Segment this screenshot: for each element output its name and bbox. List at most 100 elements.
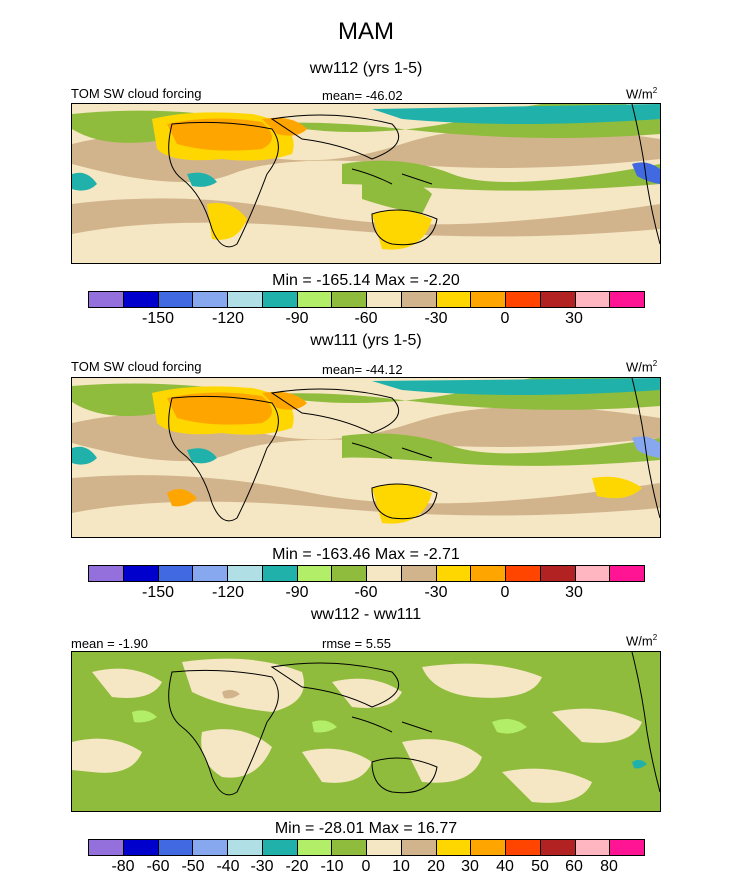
colorbar-segment (89, 566, 124, 581)
colorbar-segment (540, 840, 576, 855)
colorbar-segment (610, 292, 644, 307)
colorbar-tick-label: -30 (424, 584, 448, 601)
colorbar-tick-label: -30 (424, 310, 448, 327)
colorbar-segment (297, 566, 333, 581)
colorbar-tick-label: -60 (146, 858, 170, 875)
colorbar-tick-label: 30 (565, 584, 583, 601)
colorbar-segment (123, 292, 159, 307)
colorbar-segment (367, 292, 402, 307)
panel2-colorbar (88, 565, 645, 582)
colorbar-tick-label: 0 (500, 310, 510, 327)
colorbar-tick-label: 10 (392, 858, 410, 875)
panel1-left-label: TOM SW cloud forcing (71, 86, 202, 101)
colorbar-segment (158, 292, 194, 307)
colorbar-segment (401, 292, 437, 307)
panel3-map (71, 651, 661, 812)
colorbar-tick-label: -10 (320, 858, 344, 875)
panel2-map (71, 377, 661, 538)
colorbar-tick-label: -80 (111, 858, 135, 875)
colorbar-tick-label: -60 (354, 310, 378, 327)
colorbar-tick-label: -120 (211, 584, 245, 601)
colorbar-tick-label: 50 (531, 858, 549, 875)
colorbar-segment (367, 840, 402, 855)
colorbar-segment (89, 292, 124, 307)
colorbar-tick-label: -30 (250, 858, 274, 875)
colorbar-segment (471, 566, 506, 581)
colorbar-tick-label: 30 (565, 310, 583, 327)
colorbar-tick-label: -90 (285, 310, 309, 327)
colorbar-tick-label: -120 (211, 310, 245, 327)
colorbar-segment (540, 566, 576, 581)
colorbar-tick-label: 30 (461, 858, 479, 875)
panel1-units: W/m2 (626, 86, 658, 102)
colorbar-segment (158, 566, 194, 581)
colorbar-segment (193, 292, 228, 307)
panel3-rmse-label: rmse = 5.55 (322, 636, 392, 651)
colorbar-segment (332, 292, 367, 307)
colorbar-tick-label: -20 (285, 858, 309, 875)
panel2-title: ww111 (yrs 1-5) (310, 332, 422, 349)
colorbar-tick-label: 20 (427, 858, 445, 875)
colorbar-segment (575, 566, 611, 581)
panel1-map (71, 103, 661, 264)
colorbar-segment (228, 840, 263, 855)
panel3-contour-field (72, 652, 660, 811)
panel2-stats: Min = -163.46 Max = -2.71 (272, 546, 460, 563)
colorbar-tick-label: -60 (354, 584, 378, 601)
colorbar-tick-label: 40 (496, 858, 514, 875)
colorbar-tick-label: -150 (141, 310, 175, 327)
panel3-title: ww112 - ww111 (310, 606, 422, 623)
panel1-stats: Min = -165.14 Max = -2.20 (272, 272, 460, 289)
panel2-mean-label: mean= -44.12 (322, 362, 403, 377)
colorbar-segment (297, 292, 333, 307)
colorbar-segment (262, 566, 298, 581)
colorbar-tick-label: -90 (285, 584, 309, 601)
colorbar-segment (610, 840, 644, 855)
colorbar-segment (506, 840, 541, 855)
colorbar-segment (401, 840, 437, 855)
panel3-colorbar (88, 839, 645, 856)
colorbar-segment (228, 566, 263, 581)
colorbar-tick-label: 0 (500, 584, 510, 601)
colorbar-segment (610, 566, 644, 581)
colorbar-segment (332, 566, 367, 581)
colorbar-segment (471, 292, 506, 307)
colorbar-segment (436, 292, 472, 307)
colorbar-segment (297, 840, 333, 855)
colorbar-segment (506, 566, 541, 581)
colorbar-segment (262, 840, 298, 855)
colorbar-tick-label: 0 (361, 858, 371, 875)
panel2-units: W/m2 (626, 359, 658, 375)
colorbar-segment (575, 292, 611, 307)
colorbar-segment (89, 840, 124, 855)
colorbar-tick-label: 80 (600, 858, 618, 875)
colorbar-segment (262, 292, 298, 307)
colorbar-segment (332, 840, 367, 855)
colorbar-tick-label: -50 (181, 858, 205, 875)
colorbar-segment (436, 566, 472, 581)
colorbar-tick-label: 60 (565, 858, 583, 875)
panel2-contour-field (72, 378, 660, 537)
panel3-stats: Min = -28.01 Max = 16.77 (274, 820, 458, 837)
colorbar-segment (228, 292, 263, 307)
colorbar-segment (123, 566, 159, 581)
panel1-colorbar (88, 291, 645, 308)
colorbar-tick-label: -150 (141, 584, 175, 601)
panel3-mean-label: mean = -1.90 (71, 636, 148, 651)
panel1-title: ww112 (yrs 1-5) (309, 60, 423, 77)
colorbar-segment (436, 840, 472, 855)
colorbar-segment (506, 292, 541, 307)
panel1-mean-label: mean= -46.02 (322, 88, 403, 103)
panel3-units: W/m2 (626, 633, 658, 649)
colorbar-segment (193, 840, 228, 855)
panel1-contour-field (72, 104, 660, 263)
colorbar-segment (123, 840, 159, 855)
colorbar-segment (401, 566, 437, 581)
colorbar-segment (367, 566, 402, 581)
colorbar-segment (540, 292, 576, 307)
colorbar-segment (471, 840, 506, 855)
panel2-left-label: TOM SW cloud forcing (71, 359, 202, 374)
colorbar-tick-label: -40 (216, 858, 240, 875)
colorbar-segment (575, 840, 611, 855)
season-title: MAM (338, 18, 394, 45)
